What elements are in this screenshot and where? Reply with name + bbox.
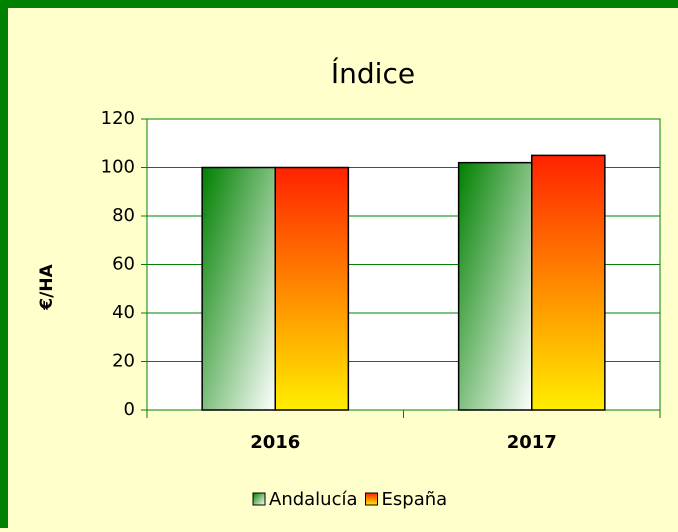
y-tick-label: 60 bbox=[112, 254, 135, 275]
x-tick-label: 2016 bbox=[250, 432, 300, 453]
legend-label: España bbox=[382, 489, 448, 510]
y-tick-label: 40 bbox=[112, 302, 135, 323]
bar bbox=[201, 166, 277, 411]
bar bbox=[274, 166, 350, 411]
y-tick-label: 0 bbox=[124, 399, 135, 420]
legend-swatch bbox=[252, 492, 266, 506]
y-tick-label: 100 bbox=[101, 157, 135, 178]
y-tick-label: 120 bbox=[101, 108, 135, 129]
legend-swatch bbox=[365, 492, 379, 506]
bar bbox=[457, 161, 533, 411]
chart-title: Índice bbox=[331, 56, 415, 90]
y-axis-label: €/HA bbox=[37, 263, 57, 310]
y-tick-label: 20 bbox=[112, 351, 135, 372]
x-tick-label: 2017 bbox=[507, 432, 557, 453]
legend-label: Andalucía bbox=[269, 489, 358, 510]
y-tick-label: 80 bbox=[112, 205, 135, 226]
bar bbox=[531, 154, 606, 411]
